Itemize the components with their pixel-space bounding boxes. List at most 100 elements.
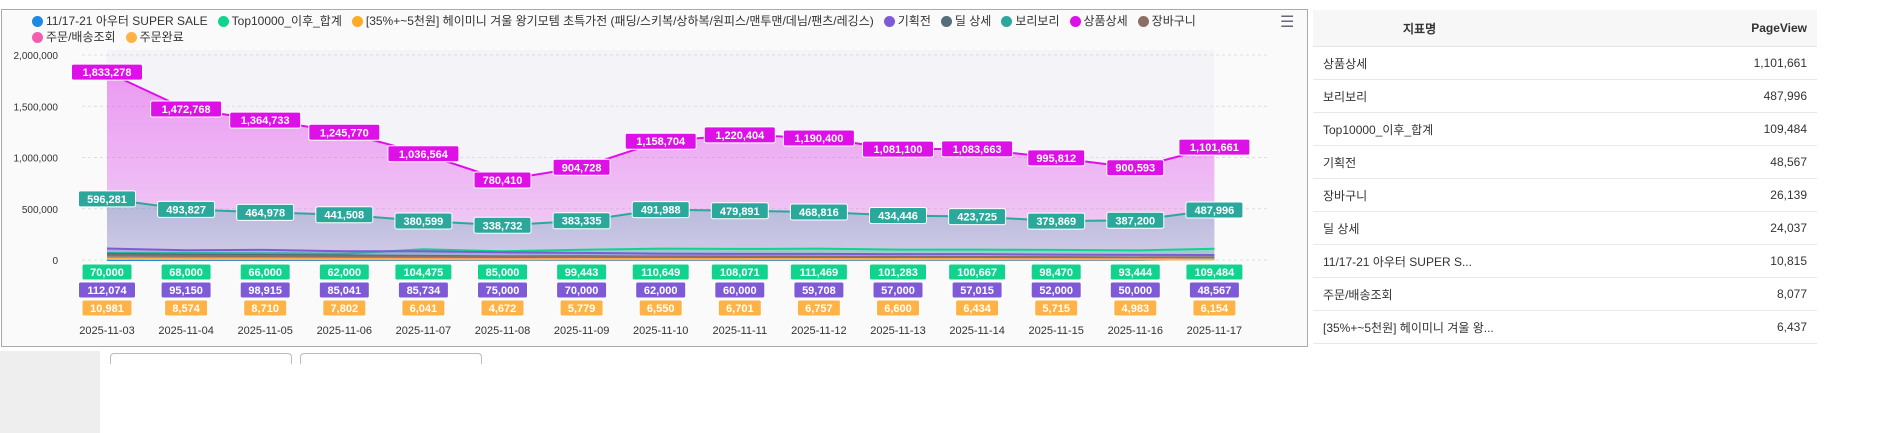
series-line[interactable] — [106, 257, 1215, 261]
x-tick-label: 2025-11-09 — [554, 325, 609, 337]
pageview-value: 487,996 — [1763, 89, 1807, 103]
legend-item[interactable]: [35%+~5천원] 헤이미니 겨울 왕기모템 초특가전 (패딩/스키복/상하복… — [351, 14, 874, 28]
bottom-gray — [0, 351, 100, 433]
data-label-box — [78, 190, 136, 208]
table-row: [35%+~5천원] 헤이미니 겨울 왕... 6,437 — [1313, 311, 1817, 344]
data-label-box — [1034, 299, 1079, 317]
legend-item[interactable]: 보리보리 — [1001, 14, 1060, 28]
table-row: 장바구니 26,139 — [1313, 179, 1817, 212]
series-line[interactable] — [106, 247, 1215, 257]
x-tick-label: 2025-11-14 — [949, 325, 1004, 337]
data-label-box — [78, 281, 136, 299]
data-label: 108,071 — [720, 267, 760, 279]
data-label-box — [789, 263, 848, 281]
legend-label: 주문완료 — [139, 30, 184, 44]
legend-label: Top10000_이후_합계 — [231, 14, 342, 28]
data-label: 66,000 — [248, 267, 282, 279]
data-label: 57,015 — [960, 285, 994, 297]
legend-item[interactable]: Top10000_이후_합계 — [217, 14, 342, 28]
data-label: 110,649 — [641, 267, 680, 279]
data-label: 6,600 — [884, 303, 912, 315]
data-label: 95,150 — [169, 285, 203, 297]
data-label-box — [164, 299, 209, 317]
data-label: 380,599 — [404, 216, 444, 228]
data-label: 1,220,404 — [715, 130, 765, 142]
area-chart: 0 500,000 1,000,000 1,500,000 2,000,000 2025-… — [14, 50, 1267, 337]
legend-item[interactable]: 11/17-21 아우터 SUPER SALE — [32, 14, 208, 28]
table-row: 주문/배송조회 8,077 — [1313, 278, 1817, 311]
data-label-box — [717, 299, 762, 317]
legend-dot-icon — [125, 31, 137, 43]
data-label: 98,915 — [248, 285, 282, 297]
legend-label: 보리보리 — [1015, 14, 1060, 28]
data-label: 7,802 — [331, 303, 359, 315]
data-label-box — [318, 263, 370, 281]
data-label: 6,757 — [805, 303, 833, 315]
data-label: 111,469 — [800, 267, 839, 279]
data-label-box — [941, 140, 1014, 158]
data-label-box — [556, 263, 608, 281]
table-row: 기획전 48,567 — [1313, 146, 1817, 179]
data-label: 101,283 — [878, 267, 918, 279]
legend-item[interactable]: 기획전 — [883, 14, 931, 28]
y-tick-label: 500,000 — [22, 205, 59, 216]
legend-dot-icon — [1137, 15, 1149, 27]
data-label: 6,550 — [647, 303, 675, 315]
data-label: 1,083,663 — [953, 144, 1002, 156]
legend-item[interactable]: 딜 상세 — [940, 14, 991, 28]
legend-item[interactable]: 주문/배송조회 — [32, 30, 116, 44]
bottom-tab[interactable] — [300, 353, 482, 364]
legend-label: [35%+~5천원] 헤이미니 겨울 왕기모템 초특가전 (패딩/스키복/상하복… — [365, 14, 874, 28]
hamburger-icon[interactable]: ☰ — [1280, 14, 1295, 31]
pageview-value: 10,815 — [1770, 254, 1807, 268]
data-label-box — [239, 281, 291, 299]
data-label: 57,000 — [881, 285, 915, 297]
x-tick-label: 2025-11-08 — [475, 325, 530, 337]
metric-name: 주문/배송조회 — [1323, 287, 1393, 302]
data-label-box — [1178, 138, 1251, 156]
data-label: 6,434 — [963, 303, 991, 315]
data-label-box — [401, 299, 446, 317]
y-tick-label: 2,000,000 — [14, 51, 59, 62]
legend-item[interactable]: 상품상세 — [1069, 14, 1128, 28]
data-label: 75,000 — [486, 285, 520, 297]
data-label: 379,869 — [1036, 216, 1076, 228]
x-tick-label: 2025-11-17 — [1187, 325, 1242, 337]
data-label: 62,000 — [327, 267, 361, 279]
data-label: 4,983 — [1122, 303, 1150, 315]
data-label: 995,812 — [1036, 153, 1076, 165]
data-label: 904,728 — [562, 162, 602, 174]
x-tick-label: 2025-11-11 — [712, 325, 767, 337]
series-line[interactable] — [106, 254, 1215, 259]
legend-item[interactable]: 장바구니 — [1137, 14, 1196, 28]
data-label: 6,154 — [1201, 303, 1229, 315]
x-tick-label: 2025-11-15 — [1028, 325, 1083, 337]
data-label-box — [782, 129, 855, 147]
data-label: 99,443 — [565, 267, 599, 279]
pageview-value: 109,484 — [1763, 122, 1807, 136]
data-label: 900,593 — [1115, 163, 1155, 175]
data-label: 464,978 — [245, 207, 285, 219]
data-label: 70,000 — [565, 285, 599, 297]
data-label: 109,484 — [1195, 267, 1236, 279]
data-label-box — [1030, 263, 1082, 281]
data-label: 59,708 — [802, 285, 836, 297]
legend-item[interactable]: 주문완료 — [125, 30, 184, 44]
x-tick-label: 2025-11-12 — [791, 325, 846, 337]
data-label-box — [869, 263, 927, 281]
data-label: 100,667 — [957, 267, 997, 279]
metric-name: [35%+~5천원] 헤이미니 겨울 왕... — [1323, 320, 1494, 335]
pageview-value: 8,077 — [1776, 287, 1807, 301]
data-label: 434,446 — [878, 210, 918, 222]
data-label: 383,335 — [562, 216, 602, 228]
metric-name: 상품상세 — [1323, 56, 1368, 71]
data-label-box — [308, 123, 381, 141]
data-label: 1,101,661 — [1190, 142, 1239, 154]
data-label-box — [1106, 159, 1165, 177]
pageview-value: 1,101,661 — [1753, 56, 1807, 70]
metric-name: 11/17-21 아우터 SUPER S... — [1323, 254, 1472, 269]
y-tick-label: 0 — [52, 256, 58, 267]
data-label-box — [1106, 211, 1165, 229]
data-label: 98,470 — [1039, 267, 1073, 279]
bottom-tab[interactable] — [110, 353, 292, 364]
